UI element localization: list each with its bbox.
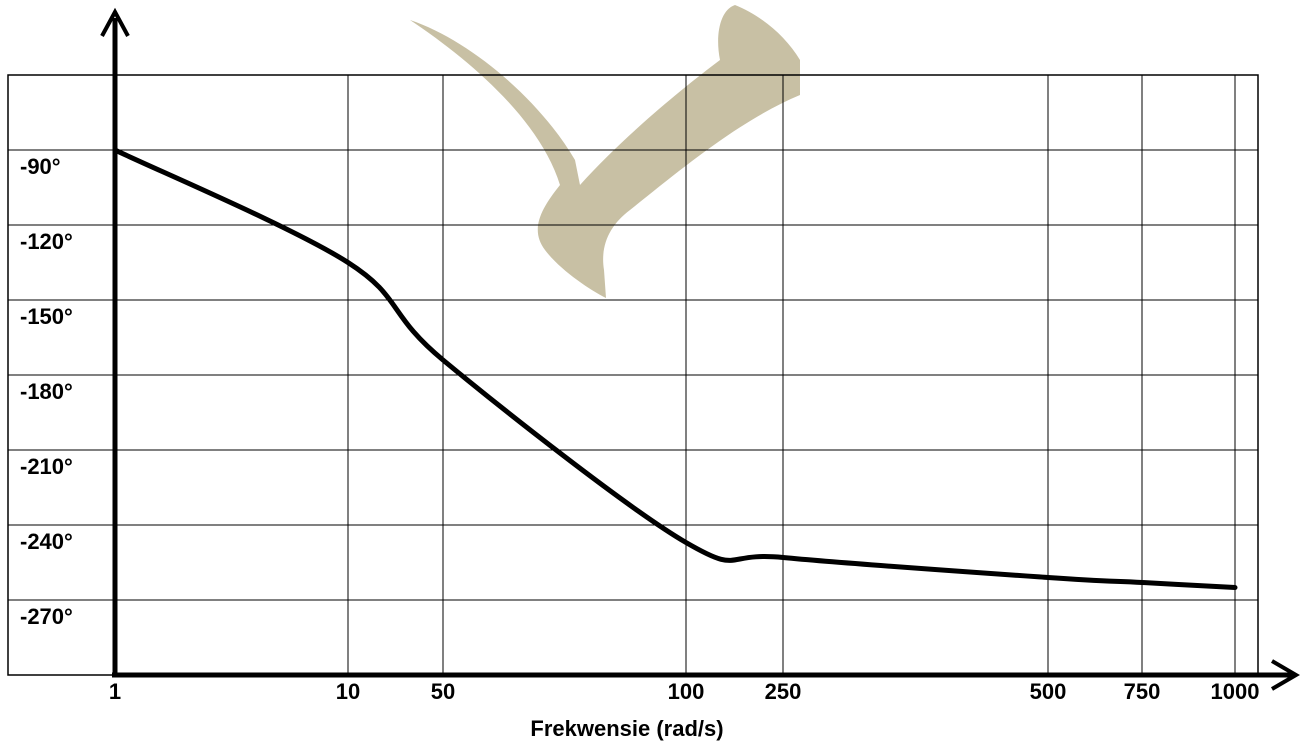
x-tick-label: 100: [668, 679, 705, 704]
y-tick-label: -120°: [20, 229, 73, 254]
x-tick-label: 750: [1124, 679, 1161, 704]
y-tick-label: -90°: [20, 154, 61, 179]
y-tick-label: -210°: [20, 454, 73, 479]
x-tick-label: 10: [336, 679, 360, 704]
y-tick-label: -180°: [20, 379, 73, 404]
x-axis-title: Frekwensie (rad/s): [530, 716, 723, 741]
y-tick-label: -270°: [20, 604, 73, 629]
x-tick-label: 1000: [1211, 679, 1260, 704]
x-tick-label: 500: [1030, 679, 1067, 704]
x-tick-label: 250: [765, 679, 802, 704]
y-tick-label: -150°: [20, 304, 73, 329]
x-tick-label: 50: [431, 679, 455, 704]
marks: [115, 150, 1235, 588]
watermark-check: [410, 5, 800, 298]
x-tick-label: 1: [109, 679, 121, 704]
phase-curve: [115, 150, 1235, 588]
chart: Frekwensie (rad/s) -90° -120° -150° -180° -2…: [0, 0, 1301, 749]
y-tick-label: -240°: [20, 529, 73, 554]
